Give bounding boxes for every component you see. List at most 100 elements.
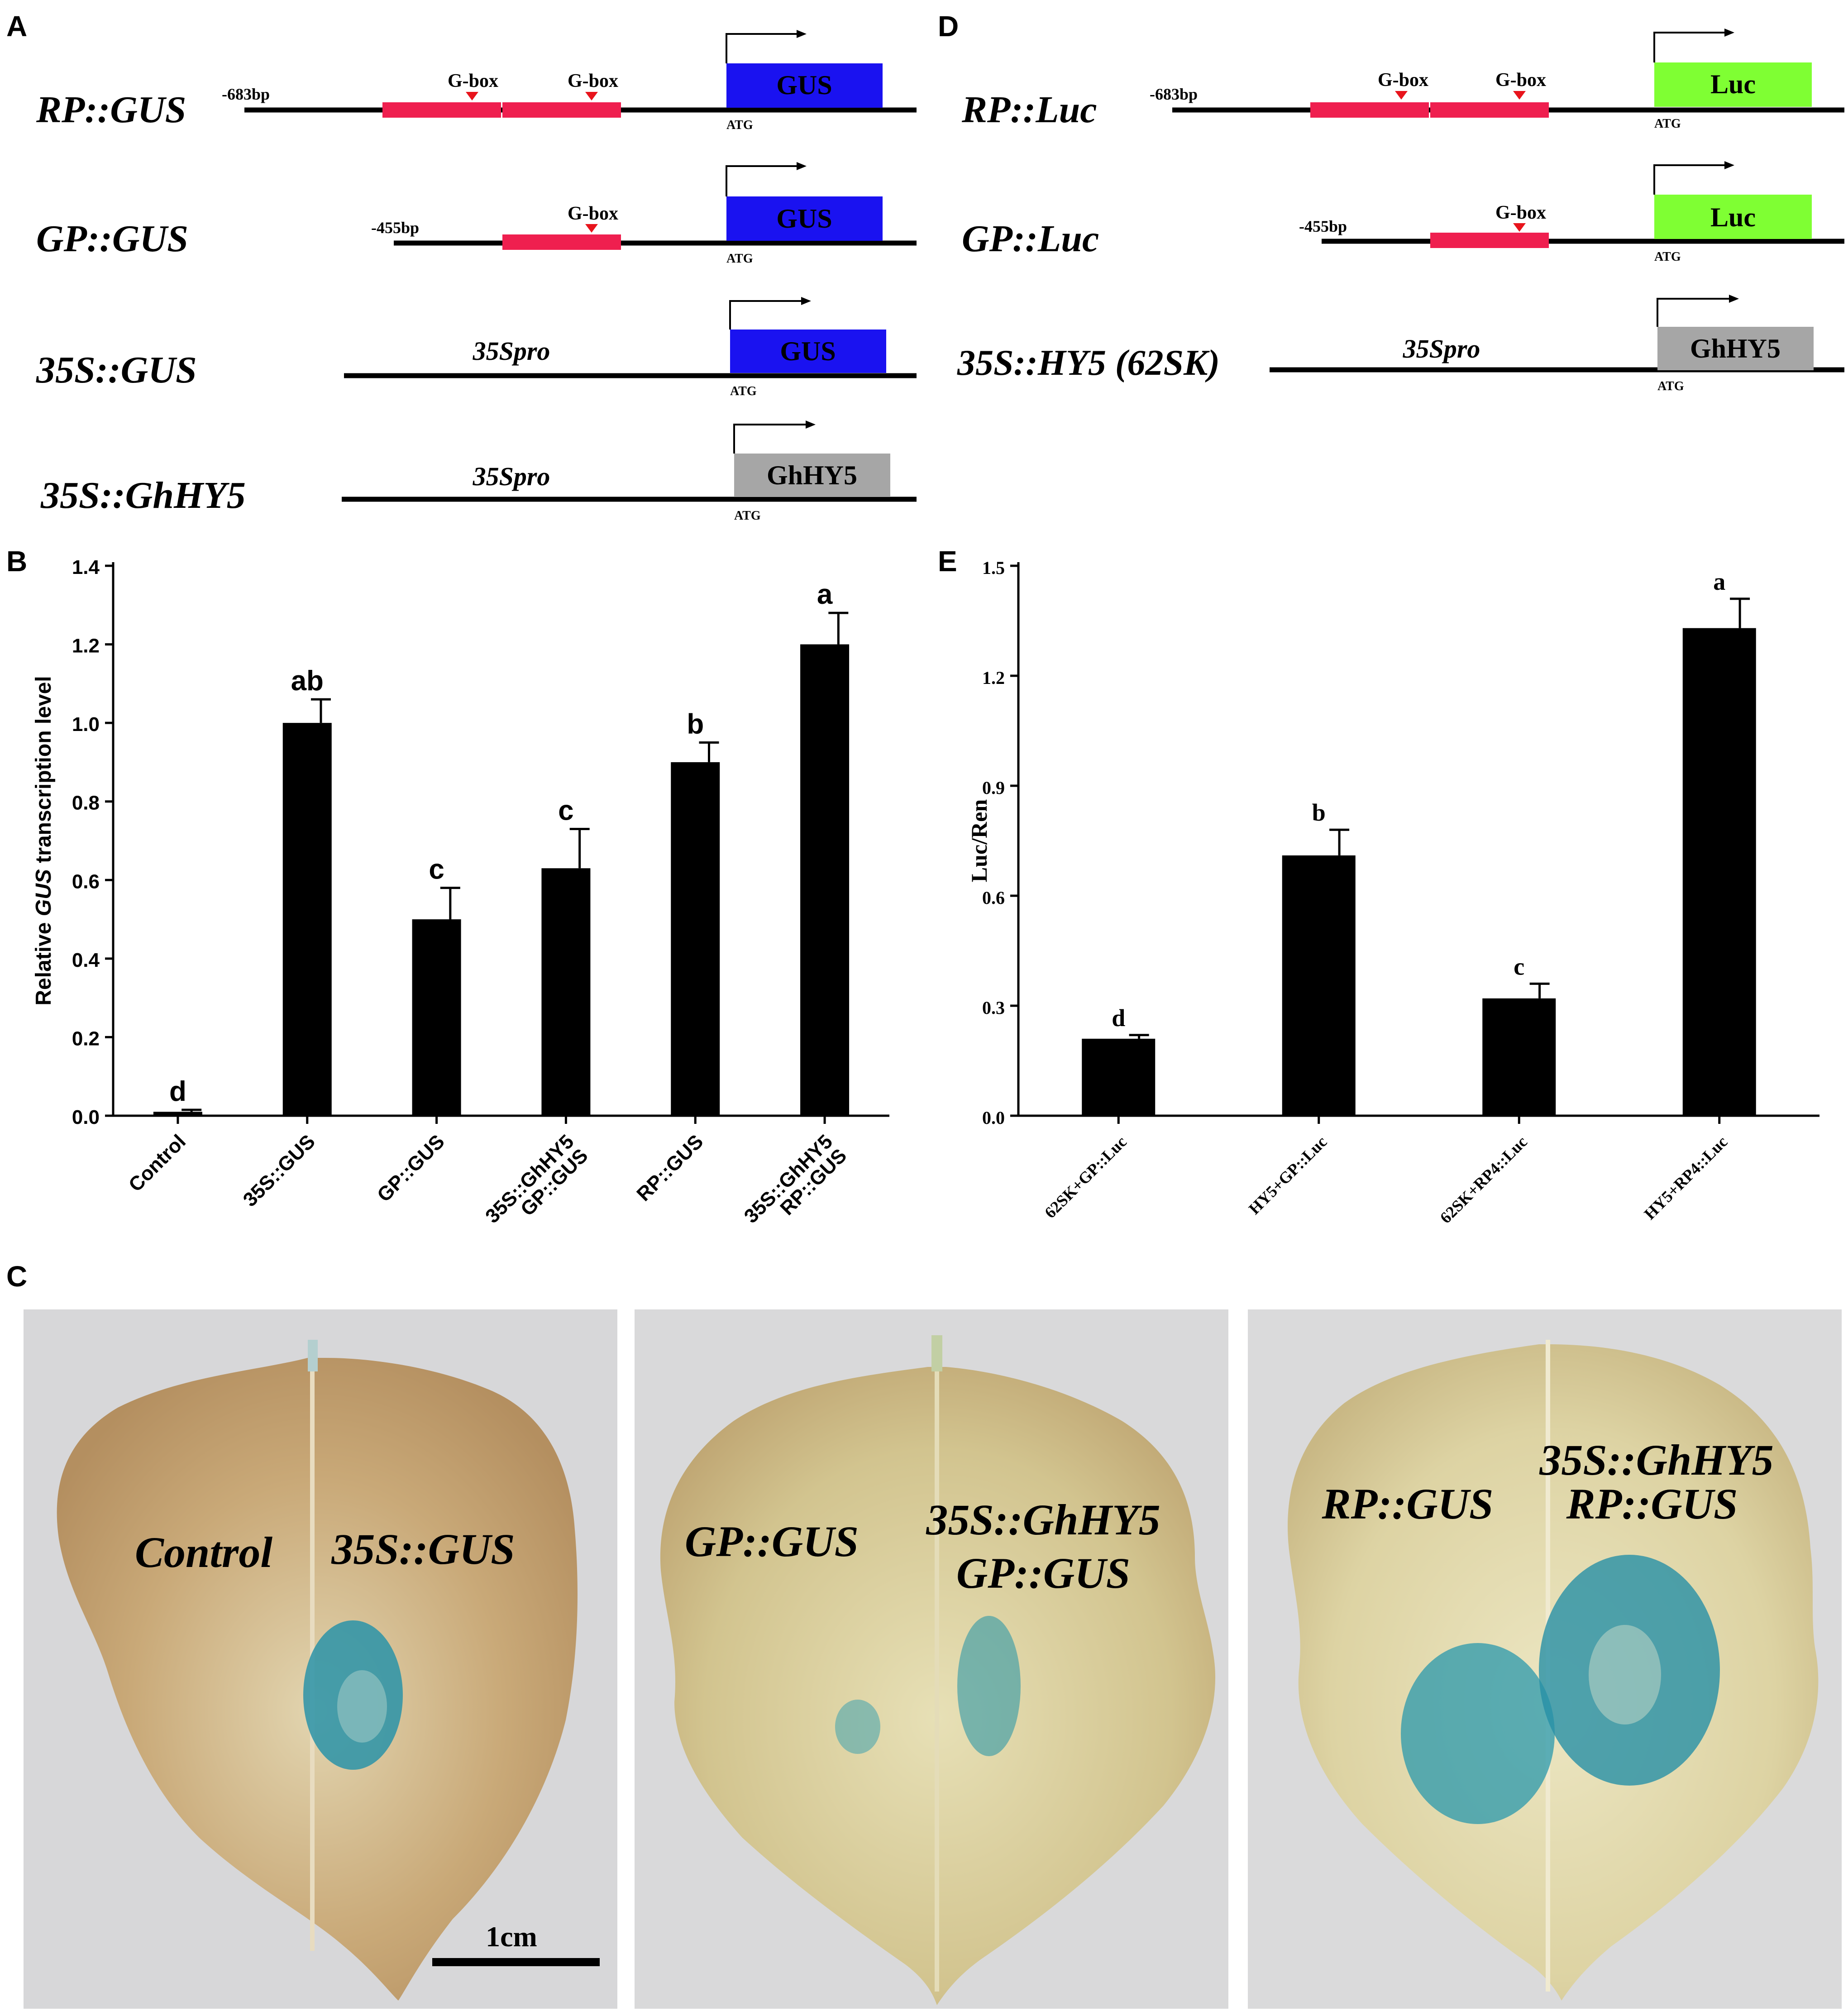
x-tick-label: Control	[124, 1130, 190, 1196]
y-tick-label: 1.2	[982, 668, 1005, 688]
y-tick-label: 0.2	[72, 1027, 100, 1050]
gbox-label: G-box	[1378, 70, 1428, 91]
panel-letter-e: E	[938, 545, 957, 578]
transcription-start-arrow	[729, 300, 801, 330]
arrow-head-icon	[806, 420, 816, 429]
bar	[153, 1112, 202, 1116]
promoter-label: 35Spro	[473, 462, 550, 491]
hy5-reporter-box	[1657, 327, 1814, 370]
x-tick-label-line: Control	[124, 1130, 190, 1196]
bar	[1282, 855, 1356, 1116]
leaf-photo-control: Control 35S::GUS 1cm	[24, 1309, 617, 2009]
gus-stain-spot	[337, 1670, 387, 1743]
x-tick-label-line: 62SK+RP4::Luc	[1437, 1132, 1531, 1227]
construct-35s-hy5-62sk: 35S::HY5 (62SK) 35Spro GhHY5 ATG	[957, 295, 1844, 393]
panel-letter-b: B	[6, 545, 27, 578]
leaf-label: 35S::GhHY5	[1539, 1436, 1773, 1484]
promoter-label: 35Spro	[1403, 334, 1480, 363]
construct-label: RP::Luc	[961, 89, 1097, 131]
reporter-label: GUS	[776, 204, 832, 234]
bar	[800, 644, 850, 1116]
x-tick-label: 35S::GhHY5GP::GUS	[481, 1130, 592, 1242]
leaf-label: RP::GUS	[1322, 1480, 1494, 1528]
construct-rp-gus: RP::GUS -683bp G-box G-box GUS ATG	[36, 30, 917, 132]
arrow-head-icon	[1729, 295, 1739, 303]
gus-stain-spot	[957, 1616, 1021, 1756]
gbox-region	[382, 102, 501, 118]
gbox-label: G-box	[1495, 202, 1546, 223]
atg-label: ATG	[730, 384, 757, 398]
y-tick-label: 0.0	[72, 1106, 100, 1128]
significance-letter: a	[817, 579, 833, 610]
y-axis-label: Relative GUS transcription level	[32, 676, 56, 1005]
arrow-head-icon	[797, 162, 807, 170]
y-axis-label: Luc/Ren	[966, 799, 992, 883]
leaf-label: 35S::GhHY5	[926, 1495, 1160, 1544]
start-position-label: -455bp	[371, 219, 419, 237]
leaf-label: RP::GUS	[1566, 1480, 1738, 1528]
reporter-label: GhHY5	[1690, 334, 1781, 363]
panel-letter-a: A	[6, 10, 27, 43]
bar	[541, 868, 591, 1116]
y-tick-label: 0.9	[982, 778, 1005, 798]
gbox-marker-icon	[585, 92, 598, 100]
gus-stain-spot	[1401, 1643, 1555, 1824]
x-tick-label: 35S::GhHY5RP::GUS	[740, 1130, 851, 1242]
x-tick-label: RP::GUS	[632, 1130, 707, 1205]
y-tick-label: 0.4	[72, 949, 100, 971]
x-tick-label-line: 62SK+GP::Luc	[1041, 1132, 1130, 1222]
panel-b: B 0.00.20.40.60.81.01.21.4dControlab35S:…	[6, 545, 889, 1242]
y-tick-label: 0.6	[72, 870, 100, 893]
gbox-label: G-box	[568, 71, 618, 91]
arrow-head-icon	[801, 297, 811, 305]
x-tick-label: HY5+GP::Luc	[1245, 1132, 1330, 1218]
x-tick-label-line: GP::GUS	[373, 1130, 449, 1206]
construct-35s-gus: 35S::GUS 35Spro GUS ATG	[36, 297, 917, 398]
gbox-label: G-box	[1495, 70, 1546, 91]
gbox-region	[1430, 102, 1549, 118]
gus-reporter-box	[726, 196, 883, 241]
leaf-petiole	[931, 1335, 942, 1371]
leaf-label: 35S::GUS	[331, 1525, 515, 1573]
transcription-start-arrow	[1653, 164, 1724, 195]
y-axis-label-part: Relative	[32, 916, 56, 1005]
arrow-head-icon	[1724, 29, 1734, 37]
luc-reporter-box	[1654, 62, 1812, 107]
significance-letter: a	[1713, 568, 1725, 595]
panel-c: C Contro	[6, 1260, 1842, 2009]
bar	[671, 762, 720, 1116]
significance-letter: d	[169, 1076, 186, 1107]
luc-reporter-box	[1654, 195, 1812, 239]
y-tick-label: 0.3	[982, 998, 1005, 1018]
construct-gp-luc: GP::Luc -455bp G-box Luc ATG	[962, 161, 1844, 264]
gbox-region	[502, 234, 621, 250]
x-tick-label-line: HY5+GP::Luc	[1245, 1132, 1330, 1218]
significance-letter: d	[1112, 1004, 1125, 1032]
panel-letter-c: C	[6, 1260, 27, 1293]
gus-reporter-box	[730, 330, 886, 373]
panel-letter-d: D	[938, 10, 959, 43]
significance-letter: c	[429, 854, 444, 885]
significance-letter: b	[687, 709, 704, 740]
bar	[1082, 1038, 1156, 1116]
gbox-marker-icon	[1395, 91, 1408, 100]
gbox-region	[1430, 233, 1549, 248]
gbox-marker-icon	[466, 92, 478, 100]
bar	[282, 723, 332, 1116]
construct-label: 35S::HY5 (62SK)	[957, 343, 1220, 383]
gbox-marker-icon	[1513, 91, 1526, 100]
construct-label: 35S::GhHY5	[40, 474, 246, 516]
gbox-marker-icon	[1513, 223, 1526, 232]
x-tick-label: 62SK+GP::Luc	[1041, 1132, 1130, 1222]
atg-label: ATG	[1654, 117, 1681, 131]
significance-letter: c	[558, 795, 573, 826]
x-tick-label: HY5+RP4::Luc	[1641, 1132, 1731, 1223]
construct-label: GP::Luc	[962, 218, 1099, 260]
y-tick-label: 0.8	[72, 792, 100, 814]
y-axis-label-part: GUS	[32, 869, 56, 916]
reporter-label: GUS	[780, 336, 836, 366]
significance-letter: c	[1514, 953, 1524, 980]
leaf-label: GP::GUS	[685, 1517, 859, 1566]
